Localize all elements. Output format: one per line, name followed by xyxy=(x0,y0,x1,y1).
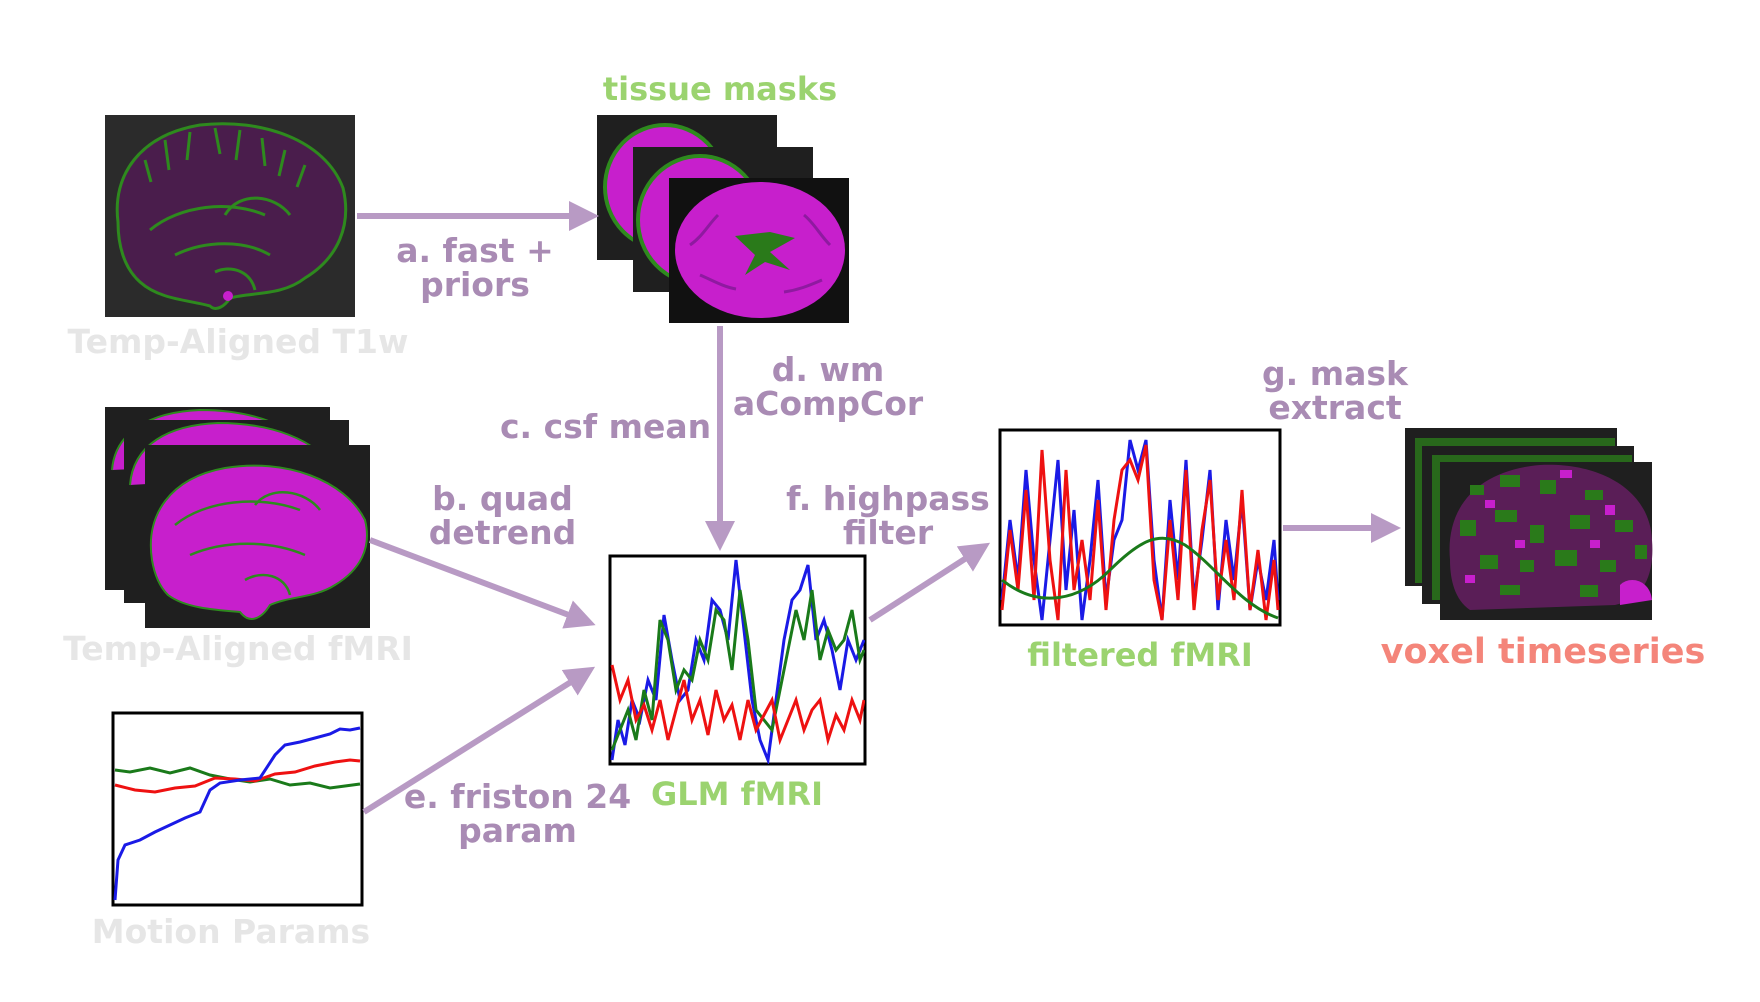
motion-params-plot xyxy=(111,711,364,907)
filtered-trace-red xyxy=(1000,444,1280,621)
step-g-line1: g. mask xyxy=(1262,354,1408,393)
glm-label: GLM fMRI xyxy=(651,775,823,813)
step-a-line1: a. fast + xyxy=(396,231,554,270)
step-g-label: g. mask extract xyxy=(1245,357,1425,425)
voxel-timeseries-stack xyxy=(1405,428,1653,620)
filtered-label: filtered fMRI xyxy=(1027,636,1253,674)
motion-trace-blue xyxy=(113,726,361,901)
t1w-label: Temp-Aligned T1w xyxy=(68,322,409,361)
step-e-line1: e. friston 24 xyxy=(403,777,632,816)
step-c-line1: c. csf mean xyxy=(500,407,712,446)
step-c-label: c. csf mean xyxy=(500,407,712,446)
step-g-line2: extract xyxy=(1268,388,1402,427)
step-a-line2: priors xyxy=(420,265,530,304)
step-a-label: a. fast + priors xyxy=(395,234,555,302)
glm-trace-blue xyxy=(610,559,865,764)
arrows xyxy=(357,201,1401,815)
t1w-brain-image xyxy=(105,115,355,317)
step-b-line1: b. quad xyxy=(432,479,573,518)
glm-trace-red xyxy=(610,664,865,746)
step-f-line1: f. highpass xyxy=(786,479,990,518)
step-b-label: b. quad detrend xyxy=(420,482,585,550)
step-e-line2: param xyxy=(458,811,577,850)
fmri-label: Temp-Aligned fMRI xyxy=(63,629,413,668)
filtered-fmri-plot xyxy=(998,428,1282,627)
filtered-trace-green xyxy=(1001,536,1279,620)
motion-label: Motion Params xyxy=(92,912,370,951)
arrow-b xyxy=(368,537,596,629)
glm-fmri-plot xyxy=(608,554,867,766)
step-d-line1: d. wm xyxy=(771,350,885,389)
fmri-brain-stack xyxy=(105,407,370,628)
step-d-line2: aCompCor xyxy=(732,384,924,423)
step-f-label: f. highpass filter xyxy=(778,482,998,550)
tissue-masks-label: tissue masks xyxy=(603,70,837,108)
voxel-label: voxel timeseries xyxy=(1381,632,1706,672)
arrow-e xyxy=(362,666,596,815)
tissue-masks-stack xyxy=(597,115,849,323)
step-e-label: e. friston 24 param xyxy=(400,780,635,848)
step-d-label: d. wm aCompCor xyxy=(728,353,928,421)
glm-trace-green xyxy=(610,589,865,751)
step-f-line2: filter xyxy=(842,513,934,552)
step-b-line2: detrend xyxy=(428,513,577,552)
arrow-f xyxy=(868,542,991,623)
